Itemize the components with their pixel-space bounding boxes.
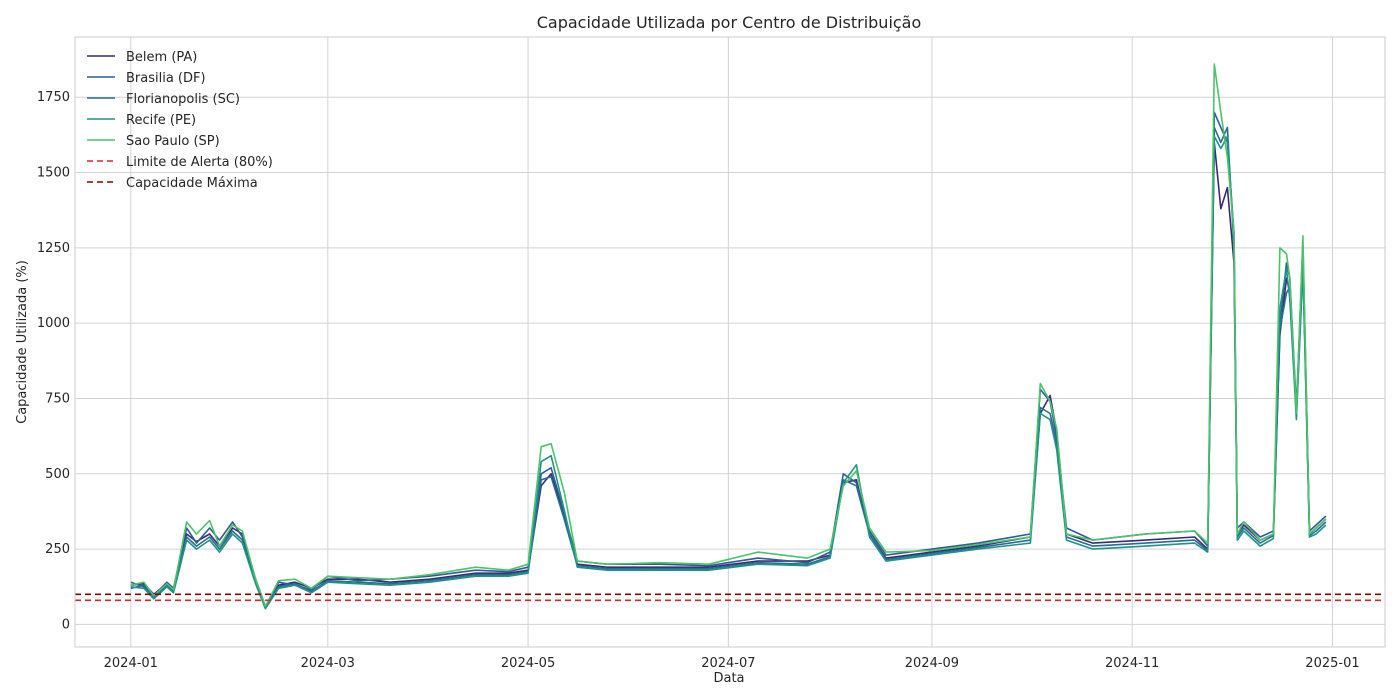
legend-label: Limite de Alerta (80%): [126, 155, 273, 170]
y-tick-label: 1750: [37, 90, 70, 105]
series-line-recife-pe: [130, 135, 1327, 610]
x-tick-label: 2024-03: [301, 656, 355, 671]
legend-label: Sao Paulo (SP): [126, 134, 220, 149]
y-tick-label: 250: [45, 542, 70, 557]
legend-label: Belem (PA): [126, 50, 197, 65]
x-tick-label: 2024-09: [905, 656, 959, 671]
legend-label: Recife (PE): [126, 113, 196, 128]
y-tick-label: 1250: [37, 241, 70, 256]
legend-label: Florianopolis (SC): [126, 92, 240, 107]
legend-label: Capacidade Máxima: [126, 176, 258, 191]
x-axis-label: Data: [713, 671, 744, 686]
y-axis-label: Capacidade Utilizada (%): [15, 260, 30, 424]
legend: Belem (PA) Brasilia (DF) Florianopolis (SC…: [87, 50, 273, 191]
chart-title: Capacidade Utilizada por Centro de Distr…: [537, 13, 922, 32]
x-tick-label: 2024-07: [701, 656, 755, 671]
y-tick-label: 750: [45, 391, 70, 406]
series-layer: [75, 63, 1385, 610]
x-tick-label: 2025-01: [1305, 656, 1359, 671]
y-ticks: 0 250 500 750 1000 1250 1500 1750: [37, 90, 70, 632]
y-tick-label: 500: [45, 467, 70, 482]
y-tick-label: 0: [62, 617, 70, 632]
x-tick-label: 2024-11: [1105, 656, 1159, 671]
y-tick-label: 1000: [37, 316, 70, 331]
x-ticks: 2024-01 2024-03 2024-05 2024-07 2024-09 2024-…: [104, 656, 1360, 671]
x-tick-label: 2024-01: [104, 656, 158, 671]
x-tick-label: 2024-05: [501, 656, 555, 671]
y-tick-label: 1500: [37, 166, 70, 181]
plot-frame: [74, 36, 1386, 648]
grid: [75, 37, 1385, 647]
legend-label: Brasilia (DF): [126, 71, 206, 86]
series-line-sao-paulo-sp: [130, 63, 1327, 608]
